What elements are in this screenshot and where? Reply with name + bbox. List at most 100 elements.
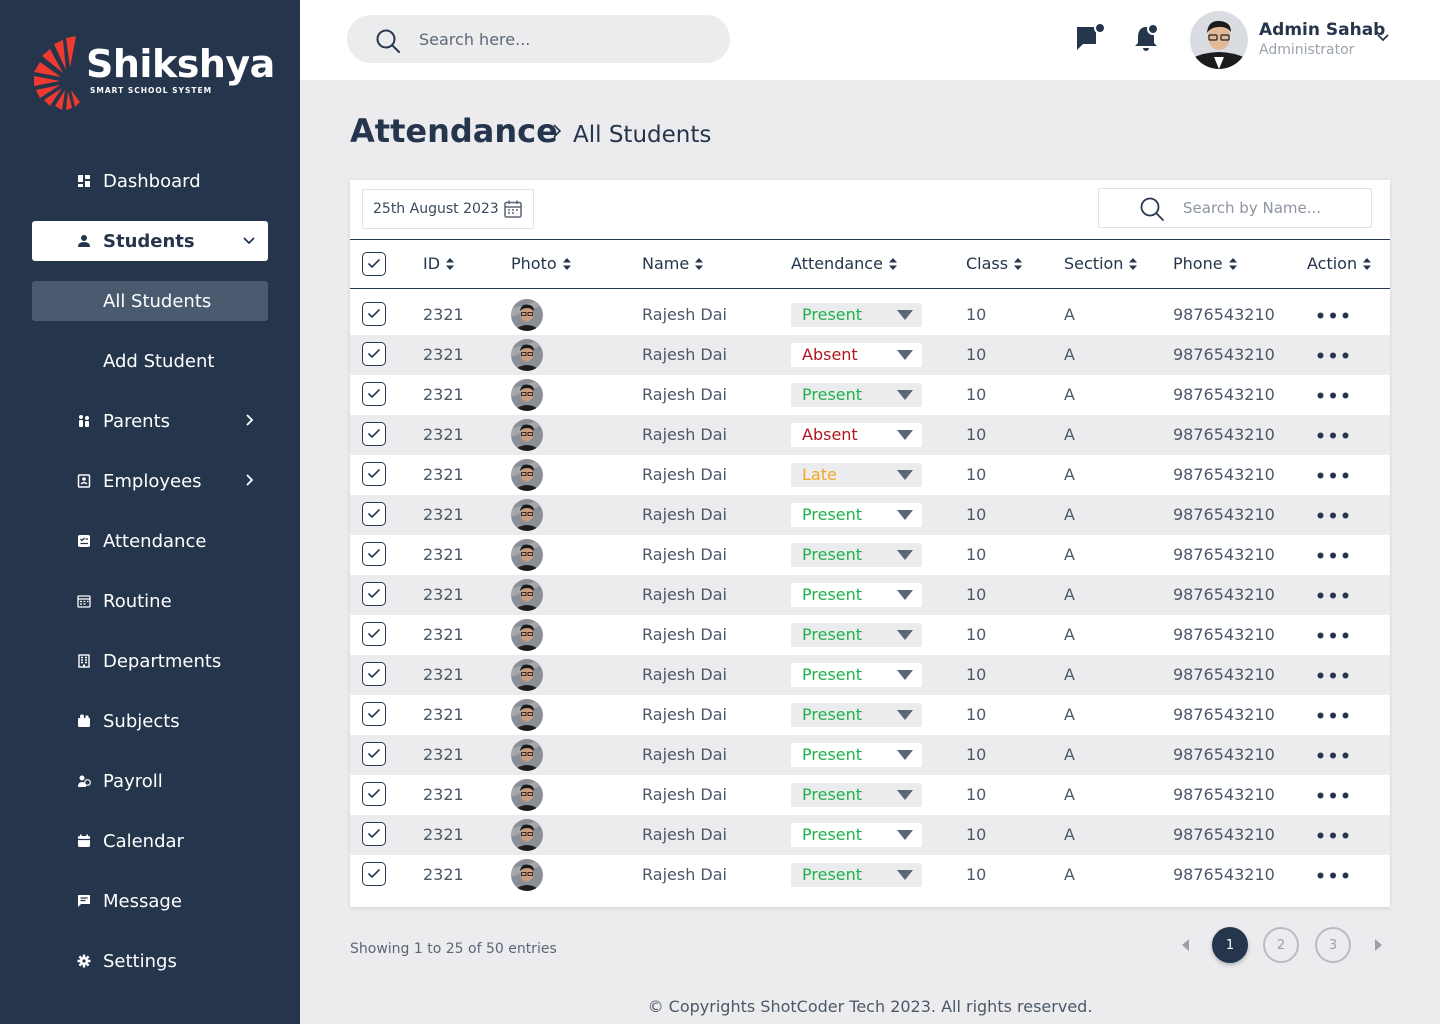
sort-icon[interactable] — [446, 258, 455, 270]
sidebar-item-employees[interactable]: Employees — [32, 461, 268, 501]
attendance-select[interactable]: Present — [791, 383, 922, 407]
sidebar-item-payroll[interactable]: Payroll — [32, 761, 268, 801]
row-checkbox[interactable] — [362, 422, 386, 446]
table-row[interactable]: 2321 Rajesh Dai Present 10 A 9876543210 — [350, 495, 1390, 535]
sidebar-item-message[interactable]: Message — [32, 881, 268, 921]
more-actions-icon[interactable] — [1317, 672, 1349, 679]
select-all-checkbox[interactable] — [362, 252, 386, 276]
row-checkbox[interactable] — [362, 622, 386, 646]
row-checkbox[interactable] — [362, 502, 386, 526]
more-actions-icon[interactable] — [1317, 472, 1349, 479]
table-row[interactable]: 2321 Rajesh Dai Present 10 A 9876543210 — [350, 535, 1390, 575]
more-actions-icon[interactable] — [1317, 712, 1349, 719]
page-button-2[interactable]: 2 — [1263, 927, 1299, 963]
row-checkbox[interactable] — [362, 542, 386, 566]
chevron-right-icon[interactable] — [242, 413, 256, 427]
sidebar-item-attendance[interactable]: Attendance — [32, 521, 268, 561]
sort-icon[interactable] — [695, 258, 704, 270]
row-checkbox[interactable] — [362, 742, 386, 766]
table-row[interactable]: 2321 Rajesh Dai Late 10 A 9876543210 — [350, 455, 1390, 495]
table-row[interactable]: 2321 Rajesh Dai Absent 10 A 9876543210 — [350, 335, 1390, 375]
table-row[interactable]: 2321 Rajesh Dai Present 10 A 9876543210 — [350, 855, 1390, 895]
attendance-select[interactable]: Absent — [791, 423, 922, 447]
row-checkbox[interactable] — [362, 302, 386, 326]
prev-page-icon[interactable] — [1178, 936, 1192, 954]
name-search-input[interactable] — [1183, 198, 1363, 218]
table-row[interactable]: 2321 Rajesh Dai Present 10 A 9876543210 — [350, 655, 1390, 695]
chat-notification-icon[interactable] — [1074, 22, 1106, 54]
attendance-select[interactable]: Present — [791, 583, 922, 607]
sidebar-item-calendar[interactable]: Calendar — [32, 821, 268, 861]
chevron-right-icon[interactable] — [242, 473, 256, 487]
table-row[interactable]: 2321 Rajesh Dai Present 10 A 9876543210 — [350, 735, 1390, 775]
sidebar-item-students[interactable]: Students — [32, 221, 268, 261]
row-checkbox[interactable] — [362, 462, 386, 486]
table-row[interactable]: 2321 Rajesh Dai Present 10 A 9876543210 — [350, 615, 1390, 655]
more-actions-icon[interactable] — [1317, 752, 1349, 759]
column-header-attendance[interactable]: Attendance — [791, 254, 897, 273]
sort-icon[interactable] — [888, 258, 897, 270]
table-row[interactable]: 2321 Rajesh Dai Present 10 A 9876543210 — [350, 815, 1390, 855]
sort-icon[interactable] — [1129, 258, 1138, 270]
attendance-select[interactable]: Present — [791, 863, 922, 887]
table-row[interactable]: 2321 Rajesh Dai Absent 10 A 9876543210 — [350, 415, 1390, 455]
page-button-3[interactable]: 3 — [1315, 927, 1351, 963]
row-checkbox[interactable] — [362, 822, 386, 846]
sidebar-item-routine[interactable]: Routine — [32, 581, 268, 621]
sidebar-item-subjects[interactable]: Subjects — [32, 701, 268, 741]
table-row[interactable]: 2321 Rajesh Dai Present 10 A 9876543210 — [350, 695, 1390, 735]
chevron-down-icon[interactable] — [1375, 29, 1391, 45]
attendance-select[interactable]: Late — [791, 463, 922, 487]
attendance-select[interactable]: Present — [791, 823, 922, 847]
sort-icon[interactable] — [1228, 258, 1237, 270]
sort-icon[interactable] — [562, 258, 571, 270]
more-actions-icon[interactable] — [1317, 352, 1349, 359]
global-search-input[interactable] — [419, 27, 709, 51]
more-actions-icon[interactable] — [1317, 832, 1349, 839]
bell-notification-icon[interactable] — [1130, 22, 1162, 54]
page-button-1[interactable]: 1 — [1212, 927, 1248, 963]
global-search[interactable] — [347, 15, 730, 63]
date-picker[interactable]: 25th August 2023 — [362, 189, 534, 229]
row-checkbox[interactable] — [362, 862, 386, 886]
sidebar-item-departments[interactable]: Departments — [32, 641, 268, 681]
attendance-select[interactable]: Present — [791, 543, 922, 567]
more-actions-icon[interactable] — [1317, 432, 1349, 439]
attendance-select[interactable]: Absent — [791, 343, 922, 367]
more-actions-icon[interactable] — [1317, 552, 1349, 559]
attendance-select[interactable]: Present — [791, 303, 922, 327]
table-row[interactable]: 2321 Rajesh Dai Present 10 A 9876543210 — [350, 295, 1390, 335]
sidebar-item-all-students[interactable]: All Students — [32, 281, 268, 321]
user-name[interactable]: Admin Sahab — [1259, 20, 1386, 40]
next-page-icon[interactable] — [1372, 936, 1386, 954]
attendance-select[interactable]: Present — [791, 743, 922, 767]
sidebar-item-add-student[interactable]: Add Student — [32, 341, 268, 381]
column-header-action[interactable]: Action — [1307, 254, 1372, 273]
more-actions-icon[interactable] — [1317, 392, 1349, 399]
sort-icon[interactable] — [1363, 258, 1372, 270]
sort-icon[interactable] — [1014, 258, 1023, 270]
table-row[interactable]: 2321 Rajesh Dai Present 10 A 9876543210 — [350, 575, 1390, 615]
table-row[interactable]: 2321 Rajesh Dai Present 10 A 9876543210 — [350, 775, 1390, 815]
row-checkbox[interactable] — [362, 382, 386, 406]
column-header-photo[interactable]: Photo — [511, 254, 571, 273]
column-header-name[interactable]: Name — [642, 254, 704, 273]
attendance-select[interactable]: Present — [791, 623, 922, 647]
more-actions-icon[interactable] — [1317, 512, 1349, 519]
column-header-section[interactable]: Section — [1064, 254, 1138, 273]
sidebar-item-dashboard[interactable]: Dashboard — [32, 161, 268, 201]
row-checkbox[interactable] — [362, 342, 386, 366]
row-checkbox[interactable] — [362, 782, 386, 806]
attendance-select[interactable]: Present — [791, 703, 922, 727]
chevron-down-icon[interactable] — [242, 233, 256, 247]
column-header-phone[interactable]: Phone — [1173, 254, 1237, 273]
more-actions-icon[interactable] — [1317, 312, 1349, 319]
brand-logo[interactable]: Shikshya SMART SCHOOL SYSTEM — [32, 34, 275, 112]
table-row[interactable]: 2321 Rajesh Dai Present 10 A 9876543210 — [350, 375, 1390, 415]
row-checkbox[interactable] — [362, 582, 386, 606]
attendance-select[interactable]: Present — [791, 503, 922, 527]
sidebar-item-settings[interactable]: Settings — [32, 941, 268, 981]
row-checkbox[interactable] — [362, 702, 386, 726]
more-actions-icon[interactable] — [1317, 792, 1349, 799]
attendance-select[interactable]: Present — [791, 783, 922, 807]
